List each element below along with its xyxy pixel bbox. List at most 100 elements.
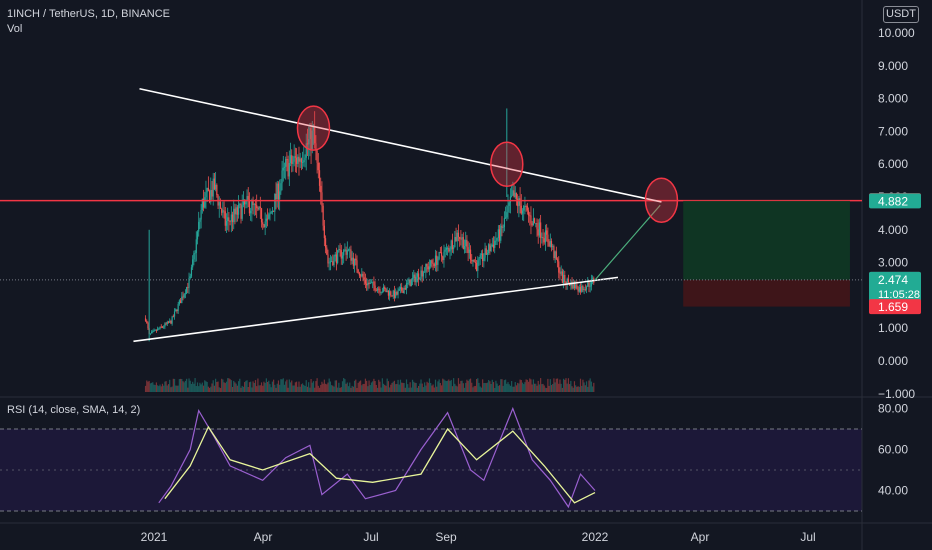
candle-body: [421, 270, 423, 277]
volume-bar: [211, 383, 213, 392]
volume-bar: [236, 385, 238, 392]
candle-body: [327, 254, 329, 264]
volume-bar: [542, 383, 544, 392]
candle-body: [527, 210, 530, 216]
volume-bar: [188, 378, 190, 392]
volume-bar: [565, 378, 567, 392]
volume-bar: [506, 383, 508, 392]
volume-bar: [205, 381, 207, 392]
candle-body: [176, 309, 178, 311]
candle-body: [465, 239, 467, 247]
volume-bar: [176, 385, 178, 392]
candle-body: [315, 143, 317, 151]
volume-bar: [279, 384, 281, 392]
volume-bar: [453, 378, 455, 392]
volume-bar: [322, 383, 324, 392]
candle-body: [433, 263, 435, 267]
volume-bar: [532, 379, 534, 392]
candle-body: [405, 283, 408, 290]
volume-bar: [253, 382, 255, 392]
candle-body: [477, 260, 479, 271]
volume-bar: [440, 385, 443, 392]
volume-bar: [353, 380, 356, 392]
volume-bar: [472, 387, 474, 392]
volume-bar: [415, 382, 417, 392]
candle-body: [335, 254, 338, 263]
candle-body: [212, 178, 214, 197]
volume-bar: [196, 382, 199, 392]
volume-bar: [246, 380, 248, 392]
volume-bar: [153, 384, 155, 392]
candle-body: [294, 156, 296, 158]
candle-body: [583, 289, 585, 291]
candle-body: [285, 159, 287, 167]
candle-body: [434, 255, 437, 267]
volume-bar: [258, 385, 260, 392]
candle-body: [454, 237, 456, 248]
candle-body: [524, 206, 526, 207]
candle-body: [221, 208, 223, 213]
candle-body: [450, 240, 452, 250]
candle-body: [341, 255, 344, 259]
volume-bar: [480, 387, 483, 392]
candle-body: [277, 183, 280, 200]
candle-body: [167, 321, 170, 323]
volume-bar: [550, 385, 553, 392]
candle-body: [298, 156, 300, 162]
candle-body: [317, 162, 319, 171]
candle-body: [449, 249, 451, 252]
volume-bar: [587, 386, 589, 392]
candle-body: [312, 127, 315, 131]
volume-bar: [189, 380, 191, 392]
volume-bar: [575, 385, 577, 392]
candle-body: [565, 281, 567, 284]
volume-bar: [317, 385, 319, 392]
volume-bar: [170, 387, 172, 392]
volume-bar: [362, 383, 364, 392]
volume-bar: [265, 378, 267, 392]
volume-bar: [346, 382, 348, 392]
volume-bar: [149, 383, 151, 392]
candle-body: [250, 210, 252, 214]
candle-body: [419, 278, 421, 280]
volume-bar: [457, 378, 460, 392]
candle-body: [271, 211, 274, 213]
volume-bar: [489, 381, 491, 392]
candle-body: [432, 263, 434, 264]
candle-body: [260, 208, 263, 223]
volume-bar: [367, 386, 369, 392]
volume-bar: [293, 385, 295, 392]
volume-bar: [281, 379, 283, 392]
candle-body: [384, 286, 386, 289]
volume-bar: [240, 387, 242, 392]
candle-body: [305, 143, 307, 158]
volume-bar: [405, 379, 408, 392]
volume-bar: [473, 386, 475, 392]
volume-bar: [581, 385, 583, 392]
candle-body: [533, 218, 536, 224]
volume-bar: [182, 381, 184, 392]
volume-bar: [334, 380, 336, 392]
currency-badge[interactable]: USDT: [883, 6, 919, 23]
volume-bar: [525, 379, 527, 392]
volume-bar: [333, 386, 335, 392]
candle-body: [370, 282, 373, 284]
volume-bar: [428, 378, 431, 392]
candle-body: [566, 278, 568, 284]
volume-bar: [360, 380, 362, 392]
candle-body: [326, 247, 328, 255]
volume-bar: [408, 387, 410, 392]
candle-body: [459, 237, 461, 239]
volume-bar: [463, 387, 466, 392]
volume-bar: [268, 380, 270, 392]
candle-body: [517, 198, 519, 207]
candle-body: [518, 198, 520, 207]
candle-body: [273, 211, 275, 212]
candle-body: [251, 201, 253, 211]
candle-body: [163, 326, 165, 328]
volume-bar: [420, 379, 422, 392]
volume-bar: [318, 387, 321, 392]
candle-body: [440, 252, 443, 257]
candle-body: [216, 184, 218, 196]
